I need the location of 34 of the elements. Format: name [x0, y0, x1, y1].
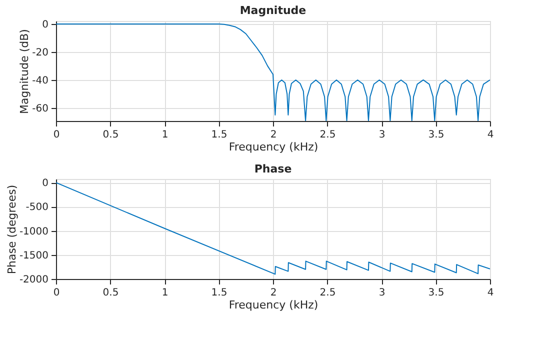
x-tick-label: 2 [270, 130, 277, 140]
y-tick-label: -500 [26, 202, 48, 214]
x-tick-label: 2 [270, 288, 277, 298]
chart-title: Magnitude [240, 4, 306, 17]
x-axis-title: Frequency (kHz) [228, 298, 318, 312]
chart-title: Phase [254, 162, 292, 176]
y-tick-label: -40 [32, 75, 48, 86]
y-tick-label: -20 [32, 47, 48, 58]
x-tick-label: 0 [53, 130, 60, 140]
x-tick-label: 4 [487, 288, 494, 298]
x-tick-label: 0.5 [102, 130, 119, 140]
x-axis-title: Frequency (kHz) [228, 140, 318, 154]
y-tick-label: 0 [42, 178, 48, 190]
x-tick-label: 0.5 [102, 288, 119, 298]
y-axis-title: Magnitude (dB) [18, 29, 32, 114]
x-tick-label: 2.5 [320, 130, 336, 140]
y-tick-label: 0 [42, 19, 48, 30]
y-tick-label: -60 [32, 103, 48, 114]
x-tick-label: 1.5 [211, 130, 228, 140]
x-tick-label: 1 [162, 130, 168, 140]
x-tick-label: 4 [487, 130, 494, 140]
x-tick-label: 2.5 [320, 288, 336, 298]
x-tick-label: 1.5 [211, 288, 228, 298]
x-tick-label: 0 [53, 288, 60, 298]
line-series [56, 182, 490, 275]
x-tick-label: 3 [378, 130, 386, 140]
x-tick-label: 1 [162, 288, 168, 298]
x-tick-label: 3.5 [428, 288, 444, 298]
y-tick-label: -2000 [19, 274, 48, 286]
x-tick-label: 3.5 [428, 130, 444, 140]
y-axis-title: Phase (degrees) [5, 184, 18, 274]
x-tick-label: 3 [378, 288, 386, 298]
y-tick-label: -1500 [19, 250, 48, 262]
y-tick-label: -1000 [19, 226, 48, 238]
